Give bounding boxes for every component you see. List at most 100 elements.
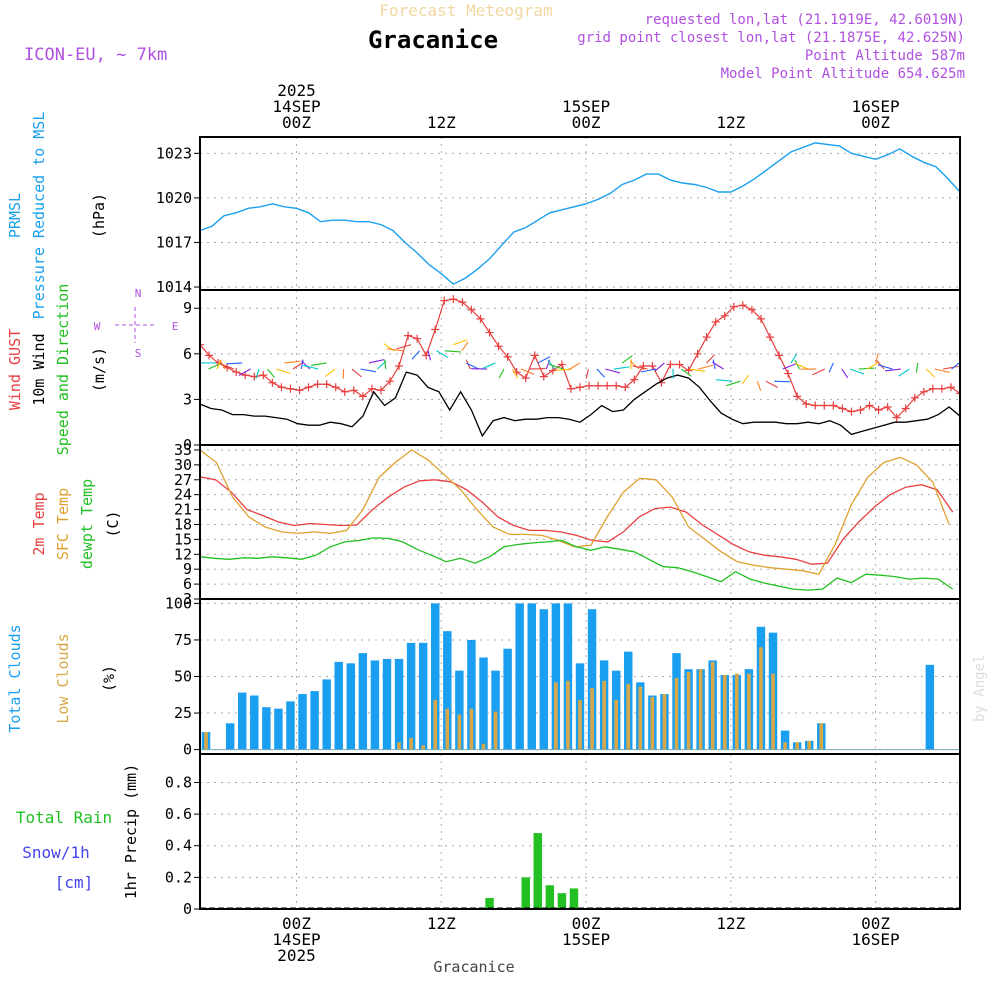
wind-arrow (520, 368, 535, 375)
total-cloud-bar (455, 670, 464, 750)
low-cloud-bar (807, 740, 812, 750)
total-cloud-bar (382, 658, 392, 750)
wind-arrow (630, 359, 633, 370)
wind-arrow (384, 359, 387, 370)
y-tick-label: 3 (183, 590, 192, 608)
wind-arrow (756, 380, 762, 391)
gust-marker (856, 406, 865, 415)
y-tick-label: 50 (174, 668, 192, 686)
y-axis-label: 10m Wind (30, 333, 48, 405)
y-tick-label: 6 (183, 575, 192, 593)
panel-frame (199, 136, 961, 291)
wind-arrow (537, 356, 551, 364)
gust-marker (440, 296, 449, 305)
gust-marker (847, 407, 856, 416)
total-cloud-bar (406, 642, 416, 750)
y-tick-label: 0 (183, 436, 192, 454)
gust-marker (865, 401, 874, 410)
gust-marker (838, 404, 847, 413)
gust-marker (883, 403, 892, 412)
wind-arrow (681, 368, 692, 377)
total-cloud-bar (298, 694, 307, 750)
model-altitude: Model Point Altitude 654.625m (721, 66, 965, 82)
page-title: Gracanice (368, 26, 498, 54)
total-cloud-bar (503, 648, 512, 750)
gust-marker (386, 377, 394, 386)
y-tick-label: 27 (174, 471, 192, 489)
wind-arrow (396, 344, 412, 350)
low-cloud-bar (819, 723, 824, 750)
wind-arrow (427, 350, 432, 361)
time-axis-label-top: 00Z (861, 113, 890, 132)
gust-marker (322, 380, 331, 389)
gust-marker (449, 295, 458, 304)
gust-marker (539, 372, 548, 381)
wind-arrow (765, 380, 779, 388)
watermark: by Angel (972, 655, 988, 722)
wind-arrow (284, 360, 301, 364)
low-cloud-bar (722, 675, 727, 750)
y-tick-label: 6 (183, 345, 192, 363)
y-tick-label: 15 (174, 530, 192, 548)
wind-arrow (311, 362, 327, 366)
time-axis-label-bottom: 15SEP (562, 930, 610, 949)
wind-arrow (411, 350, 420, 360)
low-cloud-bar (433, 699, 438, 750)
total-cloud-bar (346, 663, 356, 750)
wind-arrow (782, 363, 797, 370)
y-tick-label: 18 (174, 515, 192, 533)
wind-arrow (529, 367, 546, 370)
wind-arrow (934, 368, 950, 373)
y-tick-label: 3 (183, 390, 192, 408)
wind-speed-line (200, 371, 960, 438)
y-tick-label: 1020 (156, 189, 192, 207)
gust-marker (340, 387, 349, 396)
wind-arrow (324, 368, 336, 378)
y-tick-label: 1023 (156, 144, 192, 162)
gust-marker (820, 401, 829, 410)
subtitle: Forecast Meteogram (379, 1, 552, 20)
y-tick-label: 0.6 (165, 805, 192, 823)
total-cloud-bar (491, 670, 500, 750)
compass-west: W (94, 320, 101, 333)
wind-arrow (706, 354, 716, 364)
gust-marker (277, 383, 286, 392)
y-axis-label: (%) (100, 665, 118, 692)
gust-marker (404, 331, 413, 340)
wind-arrow (386, 348, 403, 352)
low-cloud-bar (566, 680, 570, 750)
gust-marker (729, 302, 738, 311)
wind-arrow (726, 380, 741, 387)
wind-arrow (301, 360, 311, 370)
low-cloud-bar (795, 742, 799, 750)
low-cloud-bar (747, 673, 751, 750)
total-cloud-bar (539, 609, 549, 750)
y-tick-label: 100 (165, 594, 192, 612)
wind-arrow (654, 362, 665, 372)
total-cloud-bar (274, 708, 283, 750)
wind-arrow (511, 368, 519, 379)
low-cloud-bar (674, 677, 679, 750)
y-axis-label: (hPa) (90, 193, 108, 238)
gust-marker (576, 383, 584, 392)
precip-legend-label: [cm] (55, 873, 94, 892)
panel-frame (199, 444, 961, 600)
total-cloud-bar (418, 642, 428, 750)
wind-arrow (267, 368, 275, 378)
y-tick-label: 75 (174, 631, 192, 649)
y-axis-label: 2m Temp (30, 492, 48, 555)
wind-arrow (621, 355, 633, 364)
low-cloud-bar (710, 661, 715, 750)
wind-arrow (351, 368, 362, 378)
gust-marker (738, 301, 747, 310)
gust-marker (630, 375, 639, 384)
wind-arrow (716, 379, 733, 382)
rain-bar (533, 833, 542, 909)
gust-marker (431, 325, 440, 334)
time-axis-label-top: 12Z (427, 113, 456, 132)
total-cloud-bar (322, 679, 331, 750)
low-cloud-bar (481, 743, 486, 750)
low-cloud-bar (409, 737, 413, 750)
gust-marker (349, 386, 358, 395)
